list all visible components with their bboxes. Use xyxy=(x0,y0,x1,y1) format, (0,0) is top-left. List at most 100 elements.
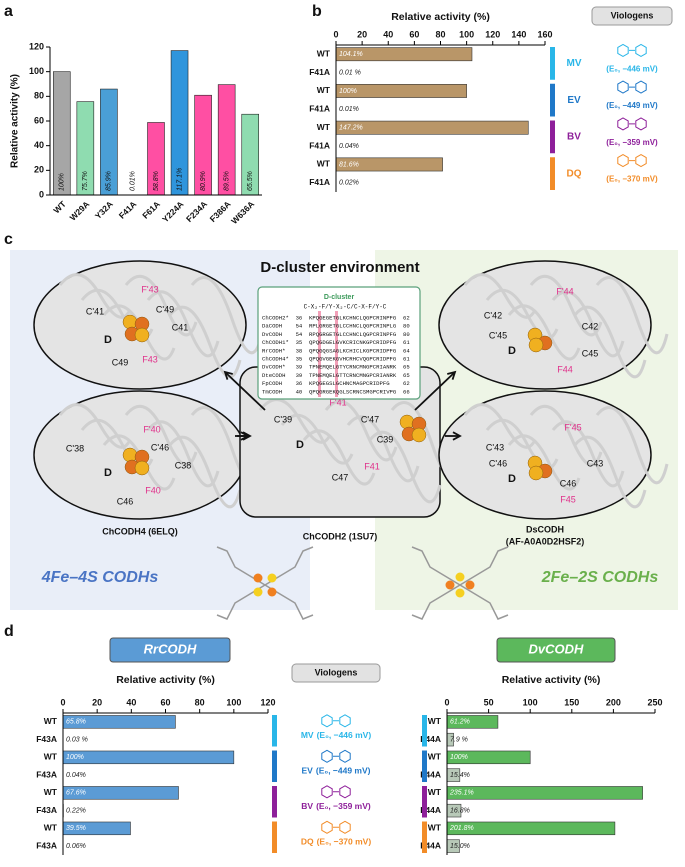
value-label: 0.02% xyxy=(339,180,359,187)
fe-s-atom xyxy=(528,337,544,353)
molecule-ring xyxy=(321,714,333,728)
value-label: 235.1% xyxy=(449,790,474,797)
ligand-stick xyxy=(264,584,314,620)
protein-ribbon xyxy=(346,415,420,483)
fe-s-atom xyxy=(134,327,150,343)
fe-s-atom xyxy=(411,427,427,443)
protein-ribbon xyxy=(168,305,242,379)
class-label: 2Fe–2S CODHs xyxy=(541,569,659,586)
alignment-motif: C-X₂-F/Y-X₂-C/C-X-F/Y-C xyxy=(304,304,387,311)
molecule-ring xyxy=(339,820,351,834)
molecule-ring xyxy=(635,117,647,131)
value-label: 147.2% xyxy=(339,125,363,132)
value-label: 85.9% xyxy=(106,171,113,191)
fe-s-atom xyxy=(399,414,415,430)
legend-name: EV xyxy=(302,766,314,776)
x-tick-label: 100 xyxy=(226,697,241,707)
y-tick-label: F41A xyxy=(309,67,330,77)
ligand-stick xyxy=(216,584,266,620)
x-tick-label: 0 xyxy=(333,29,338,39)
fe-s-atom xyxy=(122,314,138,330)
x-tick-label: 250 xyxy=(647,697,662,707)
residue-label: F'45 xyxy=(564,422,581,432)
residue-label: F'44 xyxy=(556,286,573,296)
residue-label: F43 xyxy=(142,354,158,364)
value-label: 0.01% xyxy=(339,106,359,113)
residue-label: C41 xyxy=(172,322,189,332)
y-tick-label: F43A xyxy=(36,769,57,779)
x-tick-label: W636A xyxy=(229,199,256,226)
structure-caption: ChCODH4 (6ELQ) xyxy=(102,526,178,536)
value-label: 100% xyxy=(339,88,357,95)
alignment-row: ChCODH1* 35 QPQGDGELGVKCRICNKGPCRIDPFG 6… xyxy=(262,339,410,346)
legend-name: EV xyxy=(567,95,581,106)
residue-label: C39 xyxy=(377,434,394,444)
protein-ribbon xyxy=(124,404,198,467)
residue-label: F'41 xyxy=(329,397,346,407)
residue-label: C49 xyxy=(112,357,129,367)
x-tick-label: 80 xyxy=(195,697,205,707)
x-tick-label: 20 xyxy=(357,29,367,39)
value-label: 0.03 % xyxy=(66,736,88,743)
title-box xyxy=(496,637,616,663)
x-tick-label: 50 xyxy=(484,697,494,707)
residue-label: C'47 xyxy=(361,414,379,424)
residue-label: C'41 xyxy=(86,306,104,316)
molecule-ring xyxy=(321,749,333,763)
protein-ribbon xyxy=(324,399,398,462)
y-tick-label: WT xyxy=(44,716,58,726)
legend-entry: BV (E₀, −359 mV) xyxy=(301,801,371,811)
panel-label: b xyxy=(312,3,322,20)
residue-label: C'42 xyxy=(484,310,502,320)
alignment-header: D-cluster xyxy=(324,294,355,301)
x-tick-label: 140 xyxy=(511,29,526,39)
x-tick-label: W29A xyxy=(68,199,92,223)
protein-ribbon xyxy=(302,429,376,486)
ligand-stick xyxy=(459,546,509,586)
protein-ribbon xyxy=(551,290,625,358)
alignment-row: ChCODH4* 35 QPQGVGEKGVHCRHCVQGPCRIDPFG 6… xyxy=(262,355,410,362)
legend-name: DQ xyxy=(301,837,314,847)
protein-ribbon xyxy=(190,276,264,355)
y-tick-label: WT xyxy=(317,159,331,169)
x-tick-label: 40 xyxy=(383,29,393,39)
protein-ribbon xyxy=(507,304,581,361)
protein-ribbon xyxy=(595,406,669,485)
molecule-ring xyxy=(617,43,629,57)
legend-potential: (E₀, −449 mV) xyxy=(606,101,658,110)
x-tick-label: Y32A xyxy=(93,199,115,221)
alignment-row: RrCODH* 38 QPQGQGSAGLKCHICLKGPCRIDPFG 64 xyxy=(262,347,410,354)
value-label: 61.2% xyxy=(450,719,470,726)
y-tick-label: 0 xyxy=(39,189,44,199)
arrow-head xyxy=(240,431,250,441)
protein-ribbon xyxy=(529,274,603,337)
protein-ribbon xyxy=(168,435,242,509)
value-label: 201.8% xyxy=(449,825,474,832)
cluster-atom xyxy=(267,573,277,583)
protein-ribbon xyxy=(573,305,647,379)
axis-title: Relative activity (%) xyxy=(116,674,215,686)
alignment-row: DaCODH 54 RPLGRGETGLCCHNCLQGPCRINPLG 80 xyxy=(262,323,410,330)
residue-label: C'39 xyxy=(274,414,292,424)
value-label: 89.5% xyxy=(224,171,231,191)
x-tick-label: 60 xyxy=(160,697,170,707)
protein-ribbon xyxy=(146,290,220,358)
legend-potential: (E₀, −370 mV) xyxy=(606,175,658,184)
x-tick-label: 40 xyxy=(126,697,136,707)
y-tick-label: F41A xyxy=(309,140,330,150)
y-tick-label: 40 xyxy=(34,140,44,150)
group-strip xyxy=(272,786,277,818)
axis-title: Relative activity (%) xyxy=(391,11,490,23)
y-tick-label: 120 xyxy=(29,41,44,51)
group-strip xyxy=(422,715,427,747)
value-label: 16.8% xyxy=(450,807,470,814)
group-strip xyxy=(550,157,555,190)
arrow-head xyxy=(223,370,233,380)
y-tick-label: F44A xyxy=(420,840,441,850)
x-tick-label: 0 xyxy=(60,697,65,707)
cluster-atom xyxy=(253,573,263,583)
class-label: 4Fe–4S CODHs xyxy=(41,569,159,586)
residue-label: D xyxy=(508,473,516,485)
motif-highlight xyxy=(318,311,321,397)
group-strip xyxy=(422,821,427,853)
